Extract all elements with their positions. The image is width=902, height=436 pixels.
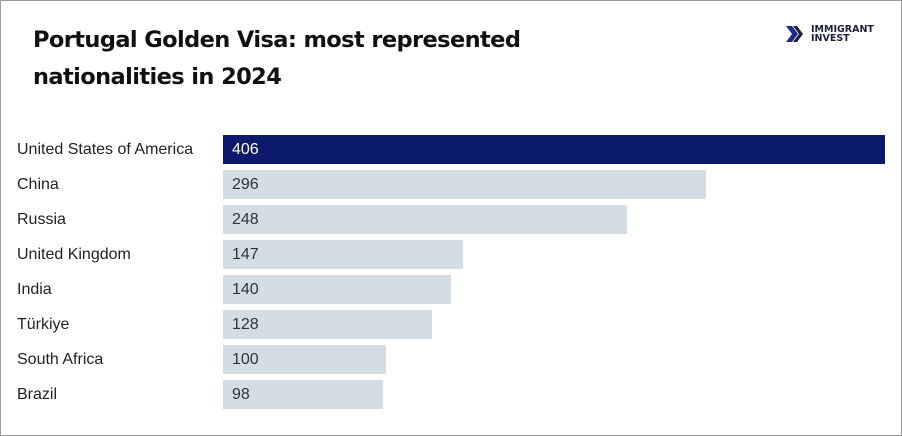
- logo-chevron-icon: [786, 26, 803, 42]
- bar: [223, 170, 706, 199]
- category-label: Türkiye: [17, 316, 70, 333]
- value-label: 406: [232, 141, 259, 158]
- category-label: China: [17, 176, 59, 193]
- value-label: 140: [232, 281, 259, 298]
- chart-title: Portugal Golden Visa: most represented n…: [33, 27, 521, 90]
- category-label: India: [17, 281, 52, 298]
- logo-text-line1: IMMIGRANT: [811, 24, 874, 35]
- bar: [223, 380, 383, 409]
- bar: [223, 240, 463, 269]
- logo-text-line2: INVEST: [811, 33, 850, 44]
- value-label: 100: [232, 351, 259, 368]
- value-label: 248: [232, 211, 259, 228]
- category-label: South Africa: [17, 351, 104, 368]
- value-label: 147: [232, 246, 259, 263]
- category-label: United Kingdom: [17, 246, 131, 263]
- bar: [223, 205, 628, 234]
- value-label: 128: [232, 316, 259, 333]
- category-label: Russia: [17, 211, 66, 228]
- bar: [223, 275, 452, 304]
- category-label: Brazil: [17, 386, 58, 403]
- bar: [223, 135, 885, 164]
- value-label: 296: [232, 176, 259, 193]
- bar: [223, 310, 432, 339]
- bar: [223, 345, 387, 374]
- logo: IMMIGRANT INVEST: [786, 25, 874, 43]
- category-label: United States of America: [17, 141, 194, 158]
- value-label: 98: [232, 386, 250, 403]
